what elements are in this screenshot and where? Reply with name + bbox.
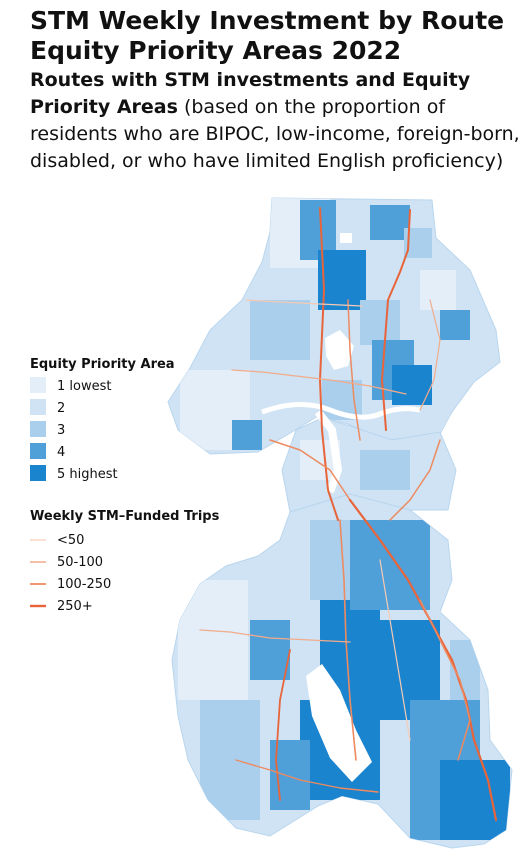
green-lake bbox=[325, 330, 354, 370]
legend-trips-items: <50 50-100 100-250 250+ bbox=[30, 533, 111, 614]
legend-label-1: 1 lowest bbox=[57, 379, 111, 394]
legend-trips-label-3: 100-250 bbox=[57, 577, 111, 592]
legend-swatch-5 bbox=[30, 465, 46, 481]
map-title: STM Weekly Investment by Route Equity Pr… bbox=[30, 6, 505, 65]
bus-routes bbox=[199, 207, 498, 822]
north-landmass bbox=[167, 197, 501, 455]
legend-swatch-1 bbox=[30, 377, 46, 393]
map-subtitle: Routes with STM investments and Equity P… bbox=[30, 67, 522, 175]
legend-label-4: 4 bbox=[57, 445, 65, 460]
south-landmass bbox=[171, 493, 513, 849]
legend-swatch-4 bbox=[30, 443, 46, 459]
legend-label-2: 2 bbox=[57, 401, 65, 416]
ship-canal bbox=[261, 401, 421, 420]
legend-swatch-3 bbox=[30, 421, 46, 437]
subtitle-rest: (based on the proportion of residents wh… bbox=[30, 96, 520, 172]
legend-trips-title: Weekly STM–Funded Trips bbox=[30, 509, 220, 524]
subtitle-bold: Routes with STM investments and Equity P… bbox=[30, 69, 471, 118]
legend-label-3: 3 bbox=[57, 423, 65, 438]
legend-equity-items: 1 lowest 2 3 4 5 highest bbox=[30, 377, 118, 482]
seattle-map: Equity Priority Area 1 lowest 2 3 4 5 hi… bbox=[30, 197, 513, 849]
legend-swatch-2 bbox=[30, 399, 46, 415]
legend-label-5: 5 highest bbox=[57, 467, 118, 482]
north-pond bbox=[340, 233, 352, 243]
legend-trips-label-1: <50 bbox=[57, 533, 84, 548]
legend-trips-label-2: 50-100 bbox=[57, 555, 103, 570]
legend-trips-label-4: 250+ bbox=[57, 599, 93, 614]
legend-equity-title: Equity Priority Area bbox=[30, 357, 175, 372]
lake-union bbox=[314, 409, 343, 494]
